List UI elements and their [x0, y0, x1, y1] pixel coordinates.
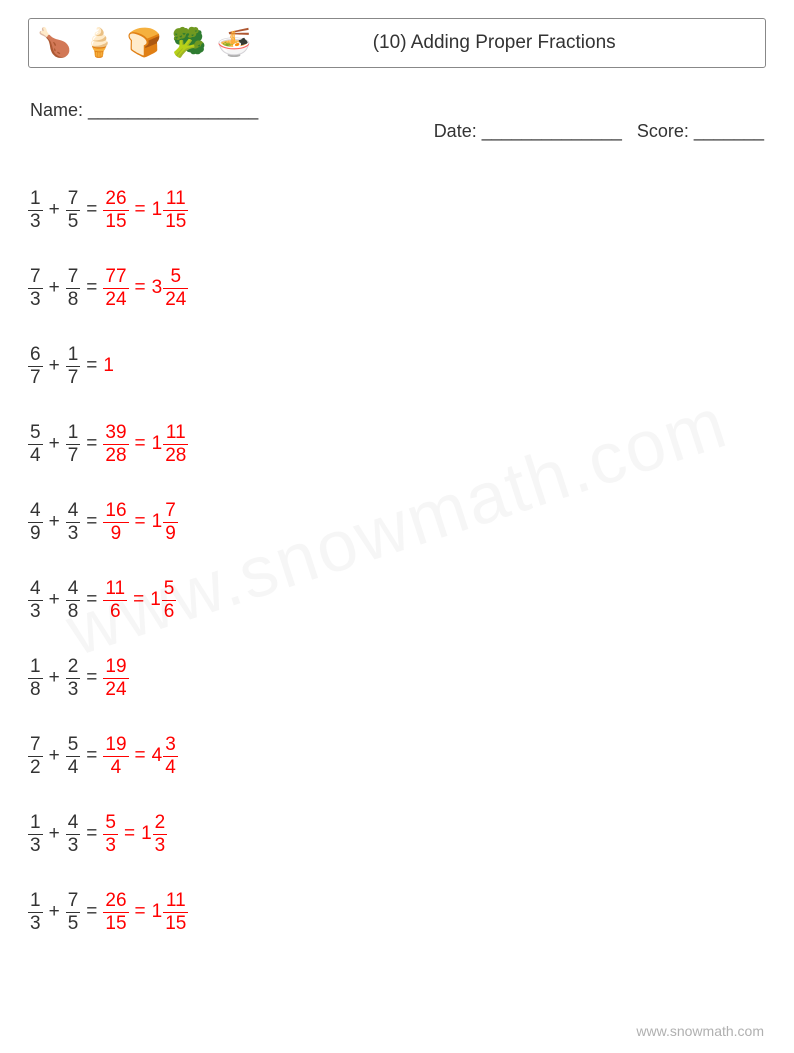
mixed-number: 11115 — [152, 189, 189, 232]
food-icon: 🍞 — [127, 29, 162, 57]
operator: + — [43, 745, 66, 767]
operator: = — [129, 433, 152, 455]
equation-row: 13+43=53=123 — [28, 811, 766, 857]
operator: + — [43, 667, 66, 689]
equation-row: 18+23=1924 — [28, 655, 766, 701]
operator: + — [43, 589, 66, 611]
equation-row: 72+54=194=434 — [28, 733, 766, 779]
fraction: 13 — [28, 189, 43, 232]
operator: = — [80, 745, 103, 767]
mixed-number: 434 — [152, 735, 178, 778]
fraction: 23 — [153, 813, 168, 856]
equation-row: 13+75=2615=11115 — [28, 187, 766, 233]
fraction: 43 — [28, 579, 43, 622]
operator: = — [80, 199, 103, 221]
food-icon: 🍗 — [37, 29, 72, 57]
fraction: 54 — [66, 735, 81, 778]
integer: 1 — [103, 355, 114, 377]
operator: = — [80, 511, 103, 533]
fraction: 7724 — [103, 267, 128, 310]
operator: = — [127, 589, 150, 611]
fraction: 54 — [28, 423, 43, 466]
fraction: 75 — [66, 891, 81, 934]
operator: = — [118, 823, 141, 845]
date-field: Date: ______________ — [434, 121, 622, 141]
operator: = — [80, 433, 103, 455]
equation-row: 54+17=3928=11128 — [28, 421, 766, 467]
fraction: 34 — [163, 735, 178, 778]
fraction: 56 — [162, 579, 177, 622]
equation-row: 43+48=116=156 — [28, 577, 766, 623]
mixed-number: 156 — [150, 579, 176, 622]
header-icons: 🍗 🍦 🍞 🥦 🍜 — [37, 29, 251, 57]
fraction: 13 — [28, 813, 43, 856]
mixed-number: 123 — [141, 813, 167, 856]
operator: = — [80, 277, 103, 299]
mixed-number: 11115 — [152, 891, 189, 934]
fraction: 43 — [66, 501, 81, 544]
operator: = — [129, 277, 152, 299]
operator: + — [43, 199, 66, 221]
fraction: 78 — [66, 267, 81, 310]
fraction: 1924 — [103, 657, 128, 700]
mixed-number: 11128 — [152, 423, 189, 466]
equation-row: 49+43=169=179 — [28, 499, 766, 545]
equation-row: 73+78=7724=3524 — [28, 265, 766, 311]
operator: = — [129, 511, 152, 533]
food-icon: 🥦 — [172, 29, 207, 57]
fraction: 48 — [66, 579, 81, 622]
equation-row: 13+75=2615=11115 — [28, 889, 766, 935]
fraction: 73 — [28, 267, 43, 310]
meta-row: Name: _________________ Date: __________… — [28, 100, 766, 169]
operator: = — [129, 745, 152, 767]
food-icon: 🍦 — [82, 29, 117, 57]
worksheet-title: (10) Adding Proper Fractions — [373, 32, 616, 53]
fraction: 194 — [103, 735, 128, 778]
fraction: 43 — [66, 813, 81, 856]
name-field: Name: _________________ — [30, 100, 258, 163]
operator: + — [43, 511, 66, 533]
operator: = — [129, 199, 152, 221]
operator: = — [80, 589, 103, 611]
fraction: 17 — [66, 345, 81, 388]
operator: + — [43, 901, 66, 923]
fraction: 72 — [28, 735, 43, 778]
worksheet-header: 🍗 🍦 🍞 🥦 🍜 (10) Adding Proper Fractions — [28, 18, 766, 68]
fraction: 17 — [66, 423, 81, 466]
operator: = — [80, 823, 103, 845]
operator: = — [80, 355, 103, 377]
fraction: 3928 — [103, 423, 128, 466]
fraction: 524 — [163, 267, 188, 310]
fraction: 169 — [103, 501, 128, 544]
mixed-number: 179 — [152, 501, 178, 544]
fraction: 18 — [28, 657, 43, 700]
operator: + — [43, 823, 66, 845]
operator: + — [43, 355, 66, 377]
fraction: 2615 — [103, 189, 128, 232]
problems-list: 13+75=2615=1111573+78=7724=352467+17=154… — [28, 187, 766, 935]
fraction: 75 — [66, 189, 81, 232]
mixed-number: 3524 — [152, 267, 189, 310]
fraction: 23 — [66, 657, 81, 700]
operator: = — [129, 901, 152, 923]
fraction: 49 — [28, 501, 43, 544]
operator: = — [80, 667, 103, 689]
fraction: 1115 — [163, 189, 188, 232]
operator: = — [80, 901, 103, 923]
footer-url: www.snowmath.com — [636, 1023, 764, 1039]
fraction: 1128 — [163, 423, 188, 466]
fraction: 53 — [103, 813, 118, 856]
fraction: 2615 — [103, 891, 128, 934]
fraction: 13 — [28, 891, 43, 934]
fraction: 1115 — [163, 891, 188, 934]
operator: + — [43, 433, 66, 455]
fraction: 116 — [103, 579, 127, 622]
score-field: Score: _______ — [637, 121, 764, 141]
fraction: 67 — [28, 345, 43, 388]
food-icon: 🍜 — [217, 29, 252, 57]
equation-row: 67+17=1 — [28, 343, 766, 389]
fraction: 79 — [163, 501, 178, 544]
operator: + — [43, 277, 66, 299]
